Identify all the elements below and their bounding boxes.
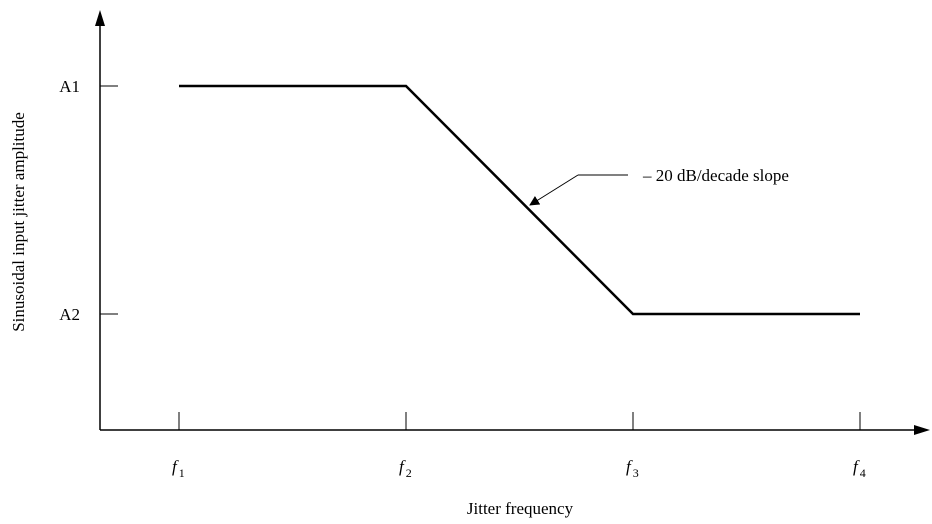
x-tick-base: f — [172, 457, 179, 476]
x-tick-subscript: 4 — [860, 466, 866, 480]
slope-annotation: – 20 dB/decade slope — [529, 166, 789, 206]
x-axis-arrow — [914, 425, 930, 435]
y-tick-label: A2 — [59, 305, 80, 324]
annotation-text: – 20 dB/decade slope — [642, 166, 789, 185]
x-axis-label: Jitter frequency — [467, 499, 574, 518]
x-tick-subscript: 3 — [633, 466, 639, 480]
series-layer — [178, 84, 861, 316]
x-tick-base: f — [853, 457, 860, 476]
y-axis-arrow — [95, 10, 105, 26]
y-tick-label: A1 — [59, 77, 80, 96]
x-tick-base: f — [399, 457, 406, 476]
x-tick-subscript: 2 — [406, 466, 412, 480]
series-line — [179, 84, 860, 316]
x-tick-subscript: 1 — [179, 466, 185, 480]
y-axis-label: Sinusoidal input jitter amplitude — [9, 112, 28, 332]
x-tick-base: f — [626, 457, 633, 476]
annotation-arrow — [529, 174, 579, 206]
